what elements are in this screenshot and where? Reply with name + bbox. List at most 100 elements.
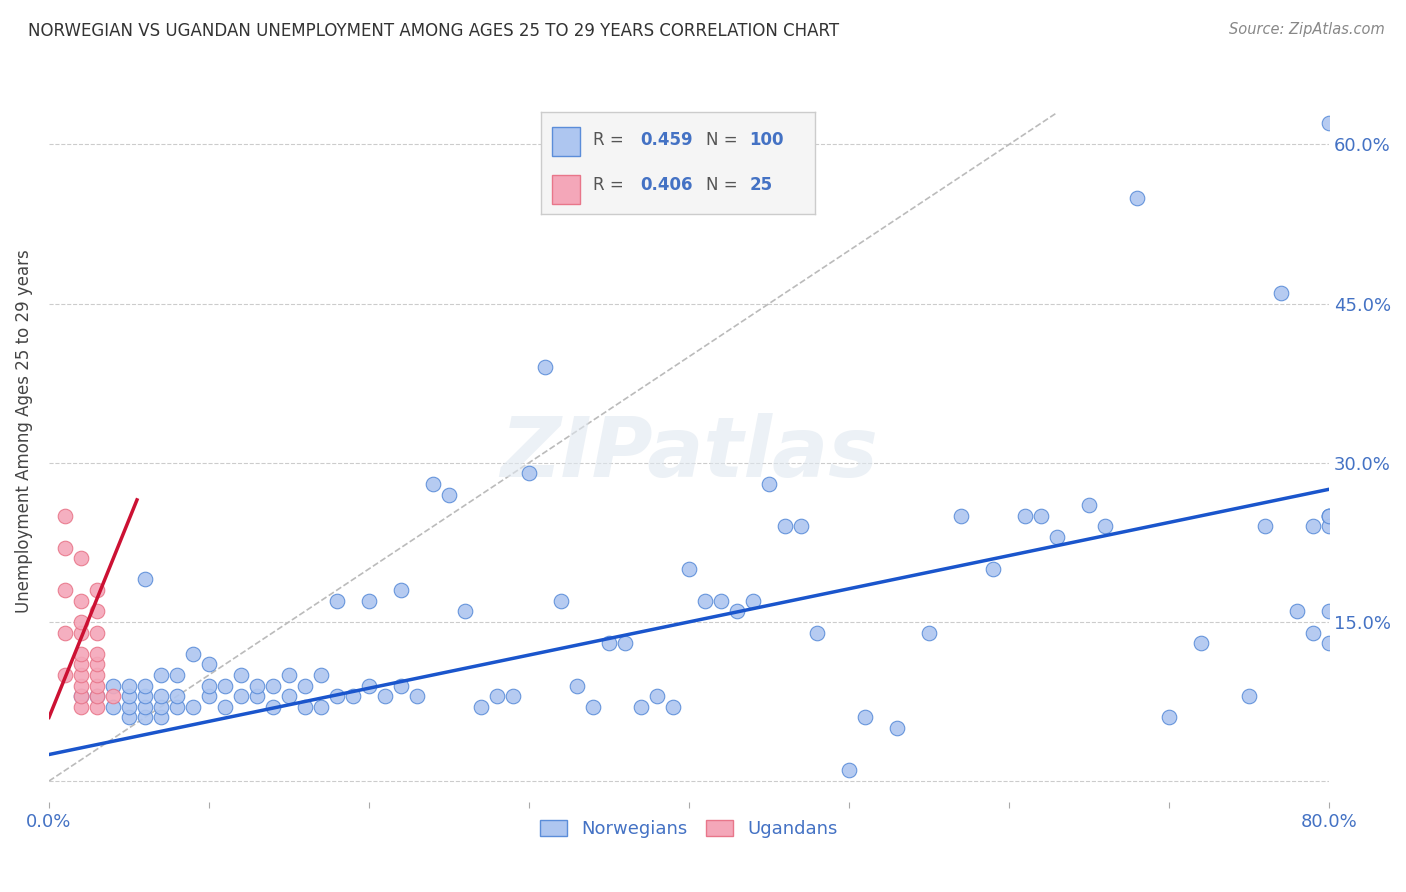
Point (181, 699, 204, 714)
Point (149, 699, 172, 714)
Point (1157, 710, 1180, 724)
Point (1014, 508, 1036, 523)
Point (1317, 508, 1340, 523)
Text: R =: R = (593, 177, 630, 194)
Point (262, 679, 284, 693)
Point (1317, 604, 1340, 618)
Point (1078, 498, 1101, 512)
Point (853, 710, 876, 724)
Point (950, 508, 973, 523)
Point (693, 593, 716, 607)
Point (86, 668, 108, 682)
Point (70, 657, 93, 672)
Point (502, 689, 524, 703)
Point (662, 699, 685, 714)
Point (758, 477, 780, 491)
Point (134, 699, 156, 714)
Point (70, 679, 93, 693)
Point (166, 689, 188, 703)
Text: 100: 100 (749, 131, 785, 149)
Point (1302, 519, 1324, 533)
Point (437, 487, 460, 501)
Point (838, 764, 860, 778)
Point (118, 710, 141, 724)
Point (1029, 508, 1052, 523)
Point (422, 477, 444, 491)
Point (53, 668, 76, 682)
Text: R =: R = (593, 131, 630, 149)
Point (53, 625, 76, 640)
Point (229, 689, 252, 703)
Text: NORWEGIAN VS UGANDAN UNEMPLOYMENT AMONG AGES 25 TO 29 YEARS CORRELATION CHART: NORWEGIAN VS UGANDAN UNEMPLOYMENT AMONG … (28, 22, 839, 40)
Point (1317, 519, 1340, 533)
Point (309, 699, 332, 714)
Point (86, 679, 108, 693)
Point (517, 467, 540, 481)
Point (981, 562, 1004, 576)
Point (565, 679, 588, 693)
Point (118, 699, 141, 714)
Point (454, 604, 477, 618)
Point (406, 689, 429, 703)
Text: 0.406: 0.406 (640, 177, 693, 194)
Point (678, 562, 700, 576)
Point (1302, 625, 1324, 640)
Point (326, 593, 349, 607)
Point (134, 679, 156, 693)
Text: 0.459: 0.459 (640, 131, 693, 149)
Point (1254, 519, 1277, 533)
Point (1317, 508, 1340, 523)
Point (806, 625, 828, 640)
Point (357, 593, 380, 607)
Point (246, 679, 269, 693)
Point (1237, 689, 1260, 703)
Point (86, 689, 108, 703)
Bar (553, 127, 579, 155)
Point (342, 689, 364, 703)
Point (470, 699, 492, 714)
Point (86, 647, 108, 661)
Point (1317, 508, 1340, 523)
Point (86, 604, 108, 618)
Point (598, 636, 620, 650)
Point (118, 679, 141, 693)
Point (326, 689, 349, 703)
Point (294, 699, 316, 714)
Text: N =: N = (706, 177, 748, 194)
Point (1094, 519, 1116, 533)
Point (1270, 285, 1292, 300)
Point (773, 519, 796, 533)
Point (246, 689, 269, 703)
Legend: Norwegians, Ugandans: Norwegians, Ugandans (533, 813, 845, 846)
Point (309, 668, 332, 682)
Point (278, 668, 301, 682)
Y-axis label: Unemployment Among Ages 25 to 29 years: Unemployment Among Ages 25 to 29 years (15, 249, 32, 613)
Text: Source: ZipAtlas.com: Source: ZipAtlas.com (1229, 22, 1385, 37)
Point (134, 689, 156, 703)
Point (742, 593, 765, 607)
Point (1046, 530, 1069, 544)
Point (149, 710, 172, 724)
Point (198, 679, 221, 693)
Text: ZIPatlas: ZIPatlas (501, 413, 877, 493)
Point (229, 668, 252, 682)
Point (101, 699, 124, 714)
Point (53, 583, 76, 598)
Point (134, 573, 156, 587)
Text: N =: N = (706, 131, 742, 149)
Point (389, 583, 412, 598)
Point (1317, 636, 1340, 650)
Point (101, 679, 124, 693)
Point (166, 699, 188, 714)
Point (166, 668, 188, 682)
Point (70, 551, 93, 566)
Point (550, 593, 572, 607)
Point (886, 721, 908, 735)
Point (53, 541, 76, 555)
Point (582, 699, 605, 714)
Point (101, 689, 124, 703)
Point (262, 699, 284, 714)
Point (149, 689, 172, 703)
Point (725, 604, 748, 618)
Point (214, 699, 236, 714)
